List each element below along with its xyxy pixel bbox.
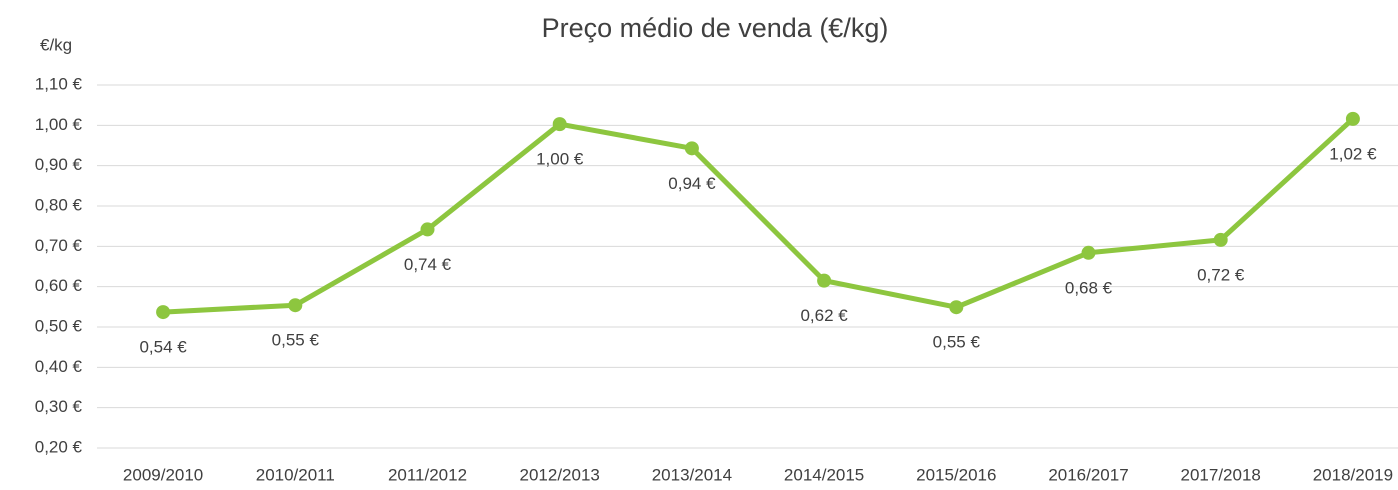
x-tick-label: 2016/2017 xyxy=(1048,465,1128,484)
y-tick-label: 0,80 € xyxy=(35,195,83,214)
data-label: 0,68 € xyxy=(1065,278,1113,297)
data-label: 0,72 € xyxy=(1197,265,1245,284)
y-tick-label: 0,90 € xyxy=(35,155,83,174)
data-label: 0,54 € xyxy=(139,338,187,357)
chart-title: Preço médio de venda (€/kg) xyxy=(542,13,889,43)
data-point xyxy=(156,305,171,320)
data-point xyxy=(288,298,303,313)
y-tick-label: 0,40 € xyxy=(35,357,83,376)
y-tick-label: 1,10 € xyxy=(35,74,83,93)
x-tick-label: 2011/2012 xyxy=(388,465,467,484)
data-label: 0,62 € xyxy=(800,306,848,325)
y-tick-label: 0,30 € xyxy=(35,397,83,416)
data-point xyxy=(1081,245,1096,260)
y-tick-label: 0,50 € xyxy=(35,316,83,335)
x-tick-label: 2015/2016 xyxy=(916,465,996,484)
data-label: 0,55 € xyxy=(272,331,320,350)
data-label: 1,00 € xyxy=(536,150,584,169)
y-tick-label: 0,20 € xyxy=(35,437,83,456)
data-point xyxy=(1213,232,1228,247)
y-tick-label: 0,60 € xyxy=(35,276,83,295)
series-line xyxy=(162,117,1355,315)
y-axis-label: €/kg xyxy=(40,35,72,54)
data-label: 0,55 € xyxy=(933,333,981,352)
x-tick-label: 2018/2019 xyxy=(1313,465,1393,484)
data-point xyxy=(1345,111,1360,126)
y-tick-label: 1,00 € xyxy=(35,115,83,134)
data-point xyxy=(552,117,567,132)
data-point xyxy=(817,273,832,288)
x-tick-label: 2017/2018 xyxy=(1181,465,1261,484)
x-tick-label: 2009/2010 xyxy=(123,465,203,484)
data-label: 0,74 € xyxy=(404,255,452,274)
x-tick-label: 2013/2014 xyxy=(652,465,732,484)
x-tick-label: 2012/2013 xyxy=(520,465,600,484)
x-tick-label: 2014/2015 xyxy=(784,465,864,484)
data-point xyxy=(949,300,964,315)
x-tick-label: 2010/2011 xyxy=(256,465,335,484)
data-point xyxy=(420,222,435,237)
data-point xyxy=(684,141,699,156)
y-tick-label: 0,70 € xyxy=(35,236,83,255)
data-label: 1,02 € xyxy=(1329,144,1377,163)
data-label: 0,94 € xyxy=(668,174,716,193)
